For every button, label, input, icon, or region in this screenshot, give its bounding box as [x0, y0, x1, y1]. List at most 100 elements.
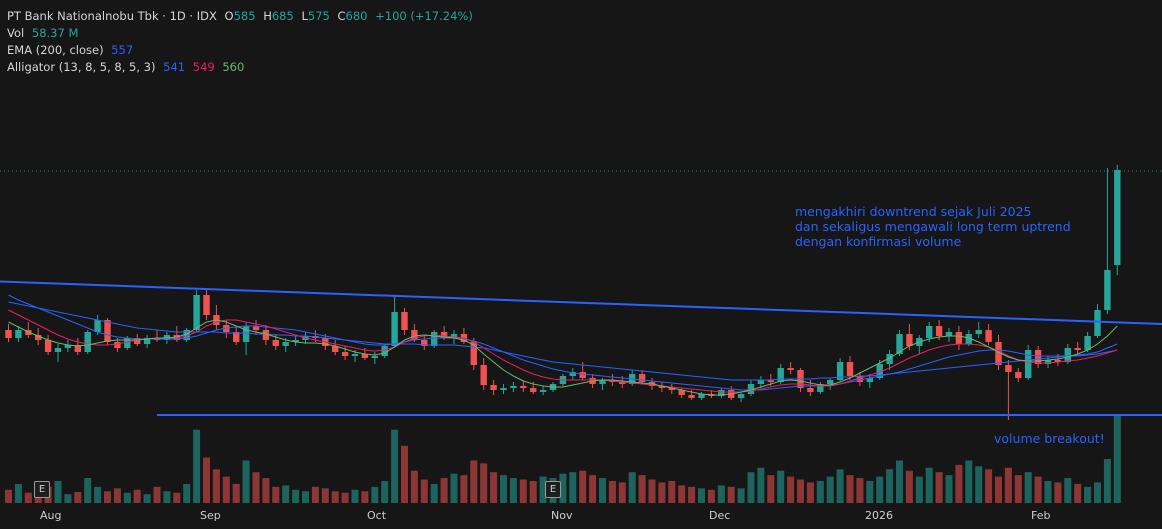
volume-bar [519, 479, 527, 503]
volume-bar [876, 476, 884, 503]
ema-200-line [8, 301, 1118, 381]
legend-ema-row[interactable]: EMA (200, close) 557 [7, 42, 133, 58]
candle-body [193, 295, 200, 330]
candle-body [1025, 350, 1032, 378]
volume-bar [915, 476, 923, 503]
volume-bar [480, 463, 488, 503]
annotation-line-1: mengakhiri downtrend sejak Juli 2025 [795, 204, 1032, 219]
volume-bar [470, 460, 478, 503]
volume-bar [54, 481, 62, 503]
candle-body [985, 330, 992, 342]
candle-body [995, 342, 1002, 365]
volume-bar [668, 481, 676, 503]
candle-body [5, 330, 12, 338]
candle-body [539, 390, 547, 392]
candle-body [262, 330, 270, 340]
volume-bar [1004, 467, 1012, 503]
candle-body [945, 332, 953, 336]
candle-body [1084, 336, 1091, 350]
volume-bar [599, 478, 606, 503]
candle-body [84, 332, 91, 352]
volume-bar [94, 486, 102, 503]
candle-body [846, 362, 854, 376]
volume-bar [143, 494, 151, 503]
candle-body [1104, 270, 1111, 310]
volume-bar [212, 469, 220, 503]
volume-bar [935, 472, 943, 503]
ohlc-low-label: L [301, 9, 308, 23]
volume-bar [747, 472, 755, 503]
volume-bar [222, 476, 230, 503]
candle-body [421, 340, 428, 346]
legend-alligator-row[interactable]: Alligator (13, 8, 5, 8, 5, 3) 541 549 56… [7, 59, 244, 75]
volume-bar [500, 475, 507, 503]
candle-body [668, 388, 675, 390]
legend-title-row[interactable]: PT Bank Nationalnobu Tbk · 1D · IDX O585… [7, 8, 473, 24]
alligator-teeth-value: 549 [192, 60, 215, 74]
volume-bar [450, 473, 458, 503]
ema-label: EMA (200, close) [7, 43, 104, 57]
volume-breakout-annotation: volume breakout! [994, 431, 1105, 446]
candle-body [233, 332, 240, 342]
resistance-trendline [0, 280, 1162, 325]
candle-body [104, 320, 111, 342]
volume-bar [925, 467, 933, 503]
volume-bar [163, 491, 171, 503]
volume-bar [351, 489, 359, 503]
candle-body [252, 326, 260, 330]
ohlc-change: +100 (+17.24%) [375, 9, 473, 23]
candle-body [935, 326, 943, 336]
volume-bar [886, 469, 894, 503]
candle-body [737, 394, 745, 398]
volume-bar [1074, 483, 1082, 503]
volume-bar [84, 478, 92, 503]
volume-bar [1014, 475, 1022, 503]
volume-bar [955, 464, 963, 503]
candle-body [500, 388, 507, 390]
volume-bar [975, 466, 983, 503]
x-label-dec: Dec [709, 509, 731, 522]
volume-bar [440, 478, 448, 503]
earnings-badge-aug[interactable]: E [34, 481, 50, 498]
volume-bar [1094, 482, 1101, 503]
candle-body [450, 334, 458, 338]
earnings-badge-nov[interactable]: E [545, 481, 561, 498]
volume-bar [64, 494, 72, 503]
volume-bar [133, 489, 141, 503]
volume-bar [717, 485, 725, 503]
annotation-line-2: dan sekaligus mengawali long term uptren… [795, 219, 1071, 234]
volume-bar [252, 472, 260, 503]
volume-bar [618, 482, 626, 503]
candle-body [54, 348, 62, 352]
volume-bar [203, 457, 210, 503]
volume-bar [371, 486, 379, 503]
candle-body [718, 390, 725, 396]
volume-bar [1024, 472, 1032, 503]
alligator-jaw-value: 541 [163, 60, 186, 74]
indicator-lines [8, 294, 1118, 396]
ohlc-high-label: H [263, 9, 272, 23]
ohlc-open-label: O [224, 9, 234, 23]
volume-bar [183, 483, 191, 503]
volume-bar [1034, 476, 1042, 503]
volume-bar [787, 476, 795, 503]
candle-body [411, 330, 418, 340]
x-label-2026: 2026 [865, 509, 893, 522]
alligator-teeth-line [8, 309, 1118, 393]
candle-body [955, 332, 963, 344]
candle-body [124, 338, 131, 348]
candle-body [530, 388, 537, 392]
candle-body [688, 395, 695, 398]
candle-body [74, 345, 81, 352]
candle-body [767, 380, 774, 382]
legend-volume-row[interactable]: Vol 58.37 M [7, 25, 78, 41]
volume-bar [430, 483, 438, 503]
candle-body [1054, 360, 1062, 362]
candle-body [777, 368, 784, 382]
volume-bar [836, 469, 844, 503]
volume-bar [995, 476, 1002, 503]
volume-bar [1064, 478, 1072, 503]
volume-bar [806, 482, 814, 503]
candle-body [440, 332, 448, 338]
